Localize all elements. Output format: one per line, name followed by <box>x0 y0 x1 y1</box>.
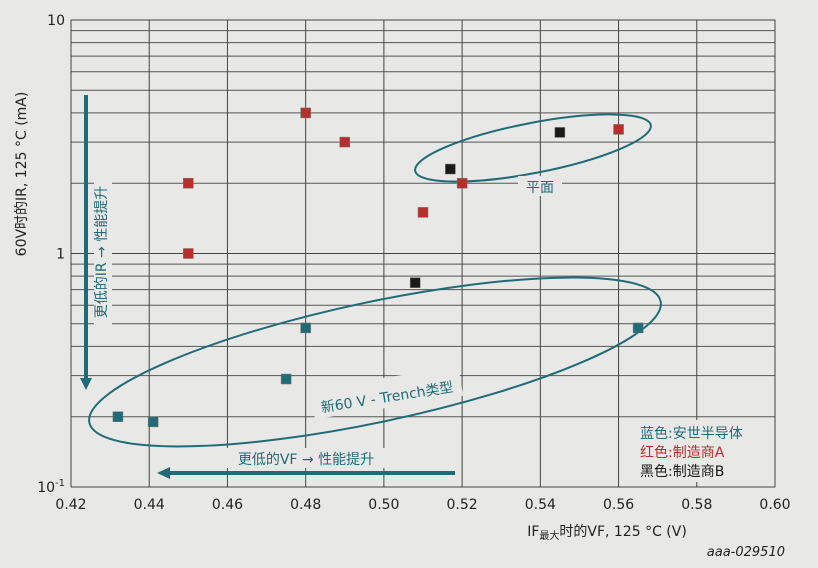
data-point <box>554 127 566 138</box>
data-point <box>409 277 421 288</box>
planar-label: 平面 <box>526 180 554 196</box>
x-tick-label: 0.56 <box>603 497 634 513</box>
data-point <box>183 177 194 189</box>
data-points <box>112 107 644 428</box>
planar-ellipse <box>414 113 652 183</box>
x-ticks: 0.42 0.44 0.46 0.48 0.50 0.52 0.54 0.56 0.58 0.60 <box>55 497 790 513</box>
trench-ellipse <box>88 276 662 448</box>
x-tick-label: 0.44 <box>134 497 165 513</box>
legend-entry: 蓝色:安世半导体 <box>640 425 743 442</box>
data-point <box>456 177 468 189</box>
data-point <box>445 163 456 175</box>
data-point <box>183 248 194 259</box>
x-tick-label: 0.60 <box>759 497 790 513</box>
figure-id: aaa-029510 <box>707 545 785 560</box>
y-tick-label: 1 <box>56 247 65 263</box>
data-point <box>632 322 644 334</box>
x-axis-label: IF最大时的VF, 125 °C (V) <box>527 524 687 542</box>
legend-entry: 红色:制造商A <box>640 444 725 461</box>
data-point <box>280 373 292 385</box>
x-tick-label: 0.52 <box>447 497 478 513</box>
data-point <box>339 136 351 148</box>
data-point <box>417 207 429 218</box>
x-tick-label: 0.46 <box>212 497 243 513</box>
annotations: 平面 新60 V - Trench类型 更低的IR → 性能提升 更低的VF →… <box>80 95 662 479</box>
y-tick-label: 10 <box>47 13 65 29</box>
y-axis-label: 60V时的IR, 125 °C (mA) <box>14 92 30 257</box>
lower-ir-label: 更低的IR → 性能提升 <box>94 186 110 319</box>
arrow-head-down-icon <box>80 378 92 390</box>
data-point <box>147 416 159 428</box>
legend-entry: 黑色:制造商B <box>640 463 724 480</box>
arrow-head-left-icon <box>157 467 170 479</box>
x-tick-label: 0.58 <box>681 497 712 513</box>
data-point <box>300 322 311 334</box>
x-tick-label: 0.48 <box>290 497 321 513</box>
y-tick-label: 10-1 <box>37 478 65 496</box>
y-ticks: 10 1 10-1 <box>37 13 65 496</box>
data-point <box>112 411 124 422</box>
data-point <box>613 124 624 135</box>
grid <box>70 19 776 488</box>
data-point <box>300 107 311 119</box>
x-tick-label: 0.50 <box>368 497 399 513</box>
x-tick-label: 0.54 <box>525 497 556 513</box>
x-tick-label: 0.42 <box>55 497 86 513</box>
lower-vf-label: 更低的VF → 性能提升 <box>238 452 374 468</box>
